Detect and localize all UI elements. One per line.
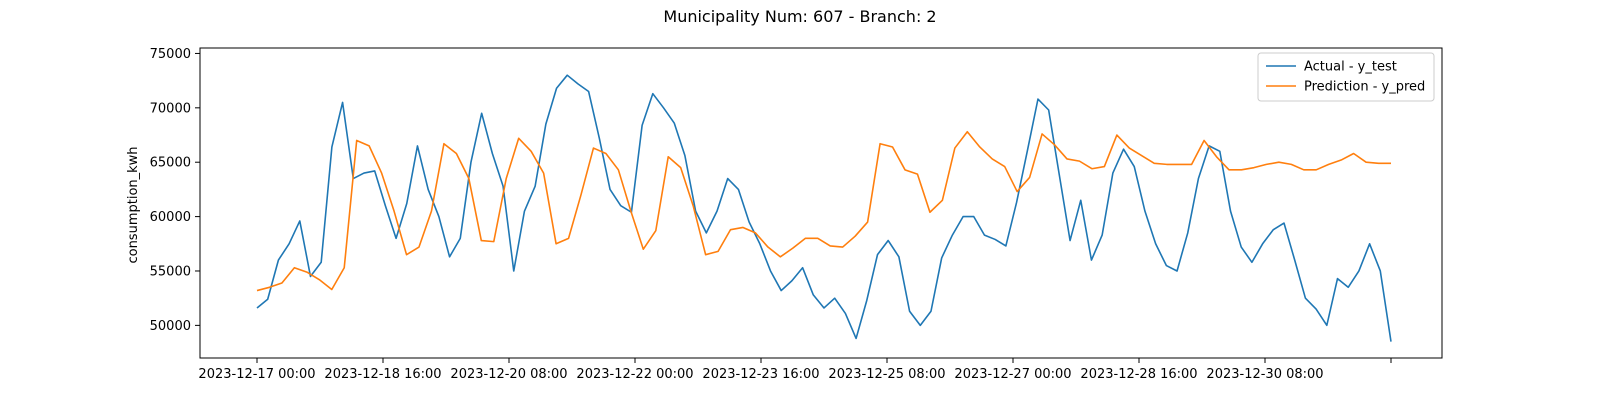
- x-tick-label: 2023-12-18 16:00: [324, 367, 441, 382]
- legend: Actual - y_test Prediction - y_pred: [1257, 52, 1435, 102]
- y-tick-label: 65000: [150, 156, 191, 171]
- y-tick-label: 75000: [150, 47, 191, 62]
- legend-box: [1257, 52, 1435, 102]
- legend-label: Actual - y_test: [1304, 60, 1397, 75]
- series-lines: [256, 74, 1392, 342]
- x-tick-label: 2023-12-28 16:00: [1080, 367, 1197, 382]
- x-tick-label: 2023-12-22 00:00: [576, 367, 693, 382]
- x-tick-label: 2023-12-23 16:00: [702, 367, 819, 382]
- x-tick-label: 2023-12-27 00:00: [954, 367, 1071, 382]
- x-tick-label: 2023-12-20 08:00: [450, 367, 567, 382]
- x-tick-label: 2023-12-17 00:00: [198, 367, 315, 382]
- x-tick-label: 2023-12-30 08:00: [1206, 367, 1323, 382]
- y-tick-label: 60000: [150, 210, 191, 225]
- chart-title: Municipality Num: 607 - Branch: 2: [663, 7, 936, 26]
- series-line-prediction: [256, 130, 1391, 292]
- y-axis-ticks: 50000 55000 60000 65000 70000 75000: [150, 47, 200, 334]
- series-line-actual: [256, 74, 1392, 342]
- x-axis-ticks: 2023-12-17 00:00 2023-12-18 16:00 2023-12-…: [198, 358, 1392, 382]
- y-tick-label: 70000: [150, 101, 191, 116]
- legend-label: Prediction - y_pred: [1304, 80, 1425, 95]
- y-axis-label: consumption_kwh: [126, 146, 141, 263]
- y-tick-label: 50000: [150, 319, 191, 334]
- y-tick-label: 55000: [150, 264, 191, 279]
- x-tick-label: 2023-12-25 08:00: [828, 367, 945, 382]
- plot-area-frame: [199, 47, 1443, 359]
